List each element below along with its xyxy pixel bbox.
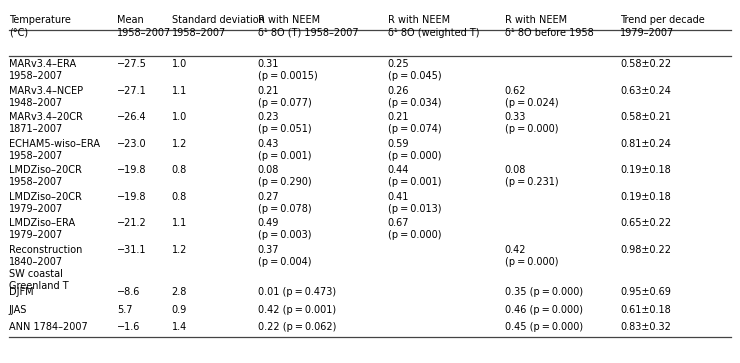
Text: 0.22 (p = 0.062): 0.22 (p = 0.062) — [258, 322, 336, 332]
Text: 0.58±0.22: 0.58±0.22 — [620, 59, 671, 69]
Text: −8.6: −8.6 — [117, 287, 141, 298]
Text: 1.1: 1.1 — [172, 86, 187, 96]
Text: 0.45 (p = 0.000): 0.45 (p = 0.000) — [505, 322, 583, 332]
Text: 0.19±0.18: 0.19±0.18 — [620, 165, 671, 175]
Text: R with NEEM
δ¹ 8O before 1958: R with NEEM δ¹ 8O before 1958 — [505, 15, 593, 38]
Text: 0.98±0.22: 0.98±0.22 — [620, 245, 671, 255]
Text: 0.19±0.18: 0.19±0.18 — [620, 192, 671, 202]
Text: 0.46 (p = 0.000): 0.46 (p = 0.000) — [505, 305, 582, 315]
Text: Mean
1958–2007: Mean 1958–2007 — [117, 15, 171, 38]
Text: 0.21
(p = 0.074): 0.21 (p = 0.074) — [388, 112, 441, 134]
Text: 1.4: 1.4 — [172, 322, 187, 332]
Text: Temperature
(°C): Temperature (°C) — [9, 15, 71, 38]
Text: −19.8: −19.8 — [117, 165, 147, 175]
Text: 0.67
(p = 0.000): 0.67 (p = 0.000) — [388, 218, 441, 240]
Text: 0.61±0.18: 0.61±0.18 — [620, 305, 671, 315]
Text: 1.2: 1.2 — [172, 139, 187, 149]
Text: 0.42
(p = 0.000): 0.42 (p = 0.000) — [505, 245, 558, 267]
Text: LMDZiso–20CR
1958–2007: LMDZiso–20CR 1958–2007 — [9, 165, 81, 187]
Text: Trend per decade
1979–2007: Trend per decade 1979–2007 — [620, 15, 705, 38]
Text: 0.37
(p = 0.004): 0.37 (p = 0.004) — [258, 245, 311, 267]
Text: 0.41
(p = 0.013): 0.41 (p = 0.013) — [388, 192, 441, 214]
Text: 0.81±0.24: 0.81±0.24 — [620, 139, 671, 149]
Text: 0.63±0.24: 0.63±0.24 — [620, 86, 671, 96]
Text: −19.8: −19.8 — [117, 192, 147, 202]
Text: 0.8: 0.8 — [172, 192, 187, 202]
Text: 5.7: 5.7 — [117, 305, 132, 315]
Text: −23.0: −23.0 — [117, 139, 147, 149]
Text: 1.0: 1.0 — [172, 112, 187, 122]
Text: −27.5: −27.5 — [117, 59, 147, 69]
Text: R with NEEM
δ¹ 8O (weighted T): R with NEEM δ¹ 8O (weighted T) — [388, 15, 480, 38]
Text: LMDZiso–ERA
1979–2007: LMDZiso–ERA 1979–2007 — [9, 218, 75, 240]
Text: 1.1: 1.1 — [172, 218, 187, 228]
Text: MARv3.4–NCEP
1948–2007: MARv3.4–NCEP 1948–2007 — [9, 86, 83, 108]
Text: −1.6: −1.6 — [117, 322, 141, 332]
Text: −21.2: −21.2 — [117, 218, 147, 228]
Text: 0.35 (p = 0.000): 0.35 (p = 0.000) — [505, 287, 583, 298]
Text: ANN 1784–2007: ANN 1784–2007 — [9, 322, 87, 332]
Text: MARv3.4–ERA
1958–2007: MARv3.4–ERA 1958–2007 — [9, 59, 76, 81]
Text: 0.31
(p = 0.0015): 0.31 (p = 0.0015) — [258, 59, 317, 81]
Text: 0.43
(p = 0.001): 0.43 (p = 0.001) — [258, 139, 311, 161]
Text: 0.8: 0.8 — [172, 165, 187, 175]
Text: 0.27
(p = 0.078): 0.27 (p = 0.078) — [258, 192, 311, 214]
Text: 0.08
(p = 0.231): 0.08 (p = 0.231) — [505, 165, 558, 187]
Text: ECHAM5-wiso–ERA
1958–2007: ECHAM5-wiso–ERA 1958–2007 — [9, 139, 100, 161]
Text: R with NEEM
δ¹ 8O (T) 1958–2007: R with NEEM δ¹ 8O (T) 1958–2007 — [258, 15, 358, 38]
Text: JJAS: JJAS — [9, 305, 27, 315]
Text: 0.08
(p = 0.290): 0.08 (p = 0.290) — [258, 165, 311, 187]
Text: 0.23
(p = 0.051): 0.23 (p = 0.051) — [258, 112, 311, 134]
Text: −26.4: −26.4 — [117, 112, 147, 122]
Text: 0.9: 0.9 — [172, 305, 187, 315]
Text: DJFM: DJFM — [9, 287, 33, 298]
Text: 0.59
(p = 0.000): 0.59 (p = 0.000) — [388, 139, 441, 161]
Text: 1.2: 1.2 — [172, 245, 187, 255]
Text: LMDZiso–20CR
1979–2007: LMDZiso–20CR 1979–2007 — [9, 192, 81, 214]
Text: 0.65±0.22: 0.65±0.22 — [620, 218, 671, 228]
Text: −27.1: −27.1 — [117, 86, 147, 96]
Text: 0.83±0.32: 0.83±0.32 — [620, 322, 671, 332]
Text: 0.01 (p = 0.473): 0.01 (p = 0.473) — [258, 287, 336, 298]
Text: 0.58±0.21: 0.58±0.21 — [620, 112, 671, 122]
Text: 1.0: 1.0 — [172, 59, 187, 69]
Text: 2.8: 2.8 — [172, 287, 187, 298]
Text: −31.1: −31.1 — [117, 245, 147, 255]
Text: 0.95±0.69: 0.95±0.69 — [620, 287, 671, 298]
Text: MARv3.4–20CR
1871–2007: MARv3.4–20CR 1871–2007 — [9, 112, 83, 134]
Text: 0.33
(p = 0.000): 0.33 (p = 0.000) — [505, 112, 558, 134]
Text: 0.42 (p = 0.001): 0.42 (p = 0.001) — [258, 305, 336, 315]
Text: Standard deviation
1958–2007: Standard deviation 1958–2007 — [172, 15, 265, 38]
Text: 0.21
(p = 0.077): 0.21 (p = 0.077) — [258, 86, 312, 108]
Text: 0.26
(p = 0.034): 0.26 (p = 0.034) — [388, 86, 441, 108]
Text: 0.49
(p = 0.003): 0.49 (p = 0.003) — [258, 218, 311, 240]
Text: 0.44
(p = 0.001): 0.44 (p = 0.001) — [388, 165, 441, 187]
Text: 0.25
(p = 0.045): 0.25 (p = 0.045) — [388, 59, 441, 81]
Text: 0.62
(p = 0.024): 0.62 (p = 0.024) — [505, 86, 558, 108]
Text: Reconstruction
1840–2007
SW coastal
Greenland T: Reconstruction 1840–2007 SW coastal Gree… — [9, 245, 82, 291]
